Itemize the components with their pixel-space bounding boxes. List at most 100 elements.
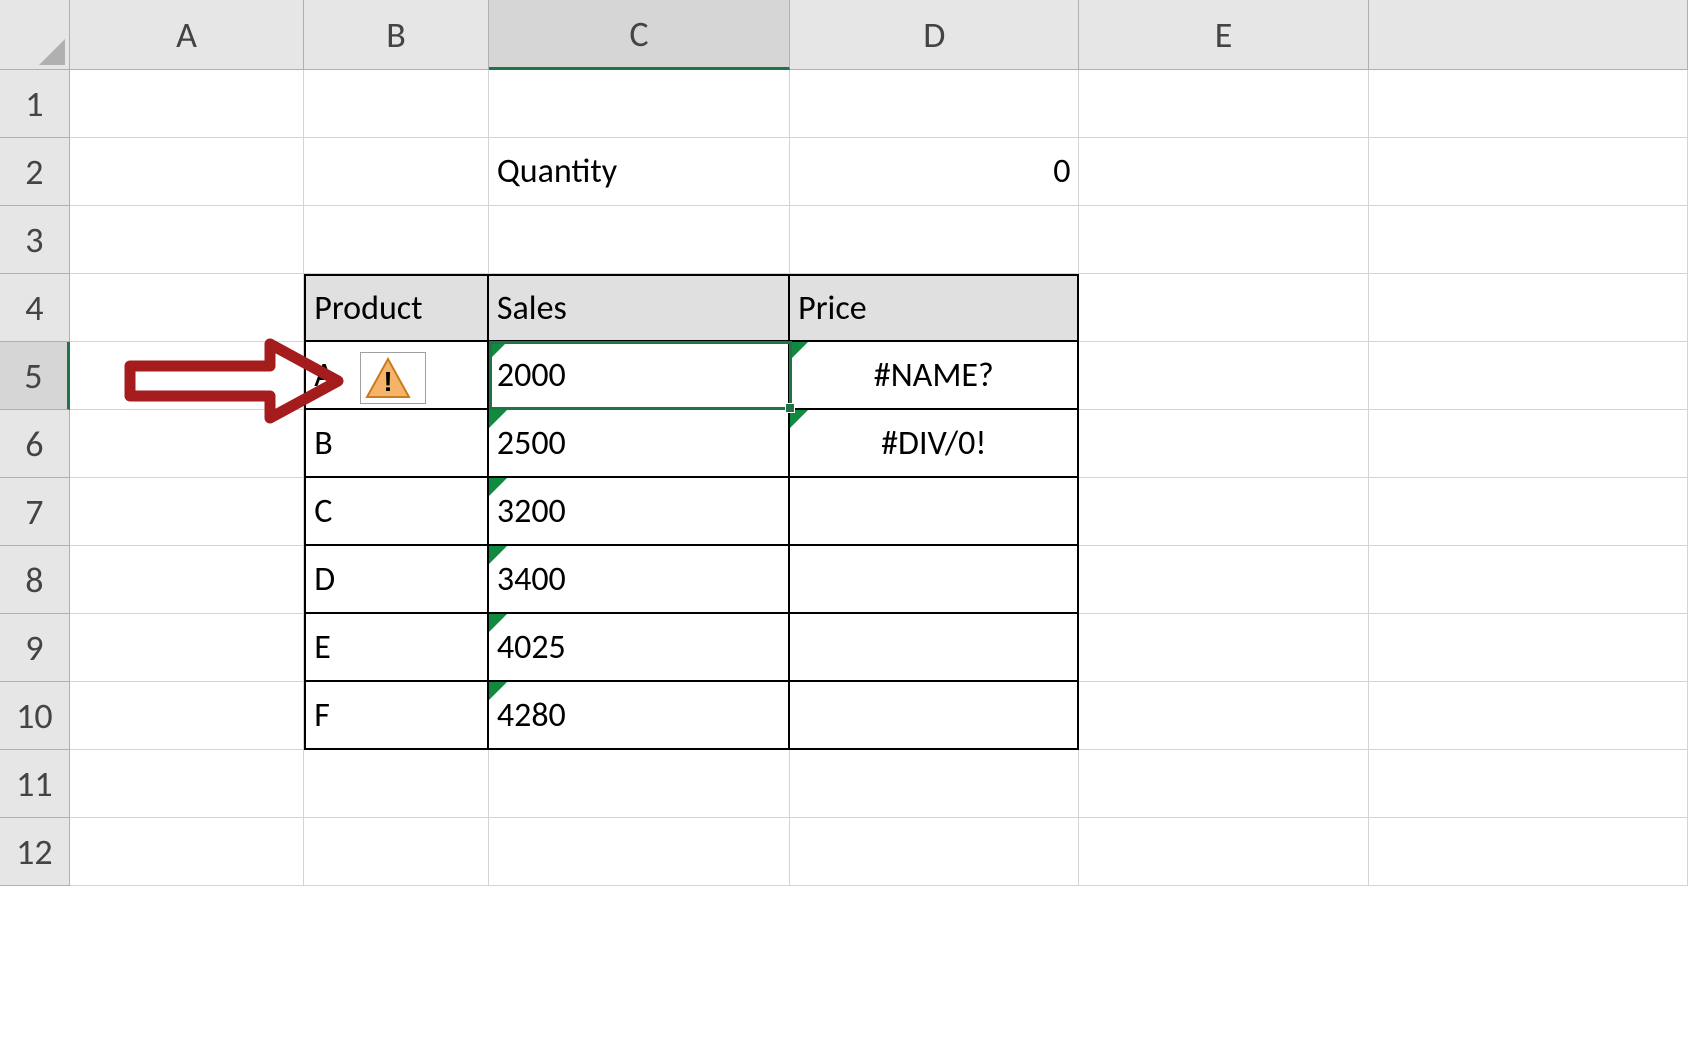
cell-extra-9[interactable] xyxy=(1369,614,1688,682)
cell-D3[interactable] xyxy=(790,206,1079,274)
cell-B2[interactable] xyxy=(304,138,489,206)
row-header-12[interactable]: 12 xyxy=(0,818,70,886)
cell-A2[interactable] xyxy=(70,138,304,206)
col-header-A[interactable]: A xyxy=(70,0,304,70)
cell-E9[interactable] xyxy=(1079,614,1368,682)
cell-E1[interactable] xyxy=(1079,70,1368,138)
cell-E3[interactable] xyxy=(1079,206,1368,274)
cell-C7[interactable]: 3200 xyxy=(489,478,790,546)
cell-value: 3200 xyxy=(497,491,566,532)
row-header-11[interactable]: 11 xyxy=(0,750,70,818)
cell-B8[interactable]: D xyxy=(304,546,489,614)
row-header-6[interactable]: 6 xyxy=(0,410,70,478)
cell-value: D xyxy=(314,559,335,600)
cell-A12[interactable] xyxy=(70,818,304,886)
cell-A1[interactable] xyxy=(70,70,304,138)
row-header-7[interactable]: 7 xyxy=(0,478,70,546)
col-header-B[interactable]: B xyxy=(304,0,489,70)
col-header-C[interactable]: C xyxy=(489,0,790,70)
cell-A9[interactable] xyxy=(70,614,304,682)
cell-E8[interactable] xyxy=(1079,546,1368,614)
cell-E5[interactable] xyxy=(1079,342,1368,410)
cell-A4[interactable] xyxy=(70,274,304,342)
cell-B1[interactable] xyxy=(304,70,489,138)
cell-B4[interactable]: Product xyxy=(304,274,489,342)
cell-extra-10[interactable] xyxy=(1369,682,1688,750)
cell-B10[interactable]: F xyxy=(304,682,489,750)
cell-extra-5[interactable] xyxy=(1369,342,1688,410)
row-header-2[interactable]: 2 xyxy=(0,138,70,206)
cell-B11[interactable] xyxy=(304,750,489,818)
cell-C4[interactable]: Sales xyxy=(489,274,790,342)
cell-E4[interactable] xyxy=(1079,274,1368,342)
cell-B9[interactable]: E xyxy=(304,614,489,682)
cell-C11[interactable] xyxy=(489,750,790,818)
cell-extra-7[interactable] xyxy=(1369,478,1688,546)
cell-C6[interactable]: 2500 xyxy=(489,410,790,478)
cell-D2[interactable]: 0 xyxy=(790,138,1079,206)
cell-D10[interactable] xyxy=(790,682,1079,750)
row-11: 11 xyxy=(0,750,1688,818)
cell-E7[interactable] xyxy=(1079,478,1368,546)
cell-E2[interactable] xyxy=(1079,138,1368,206)
cell-C5[interactable]: 2000 xyxy=(489,342,790,410)
cell-A10[interactable] xyxy=(70,682,304,750)
cell-A3[interactable] xyxy=(70,206,304,274)
cell-C12[interactable] xyxy=(489,818,790,886)
cell-B3[interactable] xyxy=(304,206,489,274)
cell-B6[interactable]: B xyxy=(304,410,489,478)
cell-B12[interactable] xyxy=(304,818,489,886)
cell-extra-8[interactable] xyxy=(1369,546,1688,614)
cell-D9[interactable] xyxy=(790,614,1079,682)
row-header-8[interactable]: 8 xyxy=(0,546,70,614)
cell-C2[interactable]: Quantity xyxy=(489,138,790,206)
cell-A6[interactable] xyxy=(70,410,304,478)
cell-A7[interactable] xyxy=(70,478,304,546)
cell-D6[interactable]: #DIV/0! xyxy=(790,410,1079,478)
col-header-E[interactable]: E xyxy=(1079,0,1368,70)
cell-D7[interactable] xyxy=(790,478,1079,546)
spreadsheet-grid[interactable]: A B C D E 1 2 Quantity 0 3 4 xyxy=(0,0,1688,1063)
col-header-extra[interactable] xyxy=(1369,0,1688,70)
cell-A5[interactable] xyxy=(70,342,304,410)
row-4: 4 Product Sales Price xyxy=(0,274,1688,342)
cell-D4[interactable]: Price xyxy=(790,274,1079,342)
cell-E6[interactable] xyxy=(1079,410,1368,478)
cell-D12[interactable] xyxy=(790,818,1079,886)
cell-C1[interactable] xyxy=(489,70,790,138)
cell-C9[interactable]: 4025 xyxy=(489,614,790,682)
row-7: 7 C 3200 xyxy=(0,478,1688,546)
cell-C3[interactable] xyxy=(489,206,790,274)
row-header-1[interactable]: 1 xyxy=(0,70,70,138)
cell-extra-6[interactable] xyxy=(1369,410,1688,478)
cell-A8[interactable] xyxy=(70,546,304,614)
cell-A11[interactable] xyxy=(70,750,304,818)
error-smart-tag[interactable]: ! xyxy=(360,352,426,404)
cell-E12[interactable] xyxy=(1079,818,1368,886)
cell-extra-3[interactable] xyxy=(1369,206,1688,274)
cell-extra-1[interactable] xyxy=(1369,70,1688,138)
cell-E10[interactable] xyxy=(1079,682,1368,750)
cell-B7[interactable]: C xyxy=(304,478,489,546)
row-header-5[interactable]: 5 xyxy=(0,342,70,410)
cell-D8[interactable] xyxy=(790,546,1079,614)
cell-E11[interactable] xyxy=(1079,750,1368,818)
cell-extra-2[interactable] xyxy=(1369,138,1688,206)
row-header-9[interactable]: 9 xyxy=(0,614,70,682)
select-all-corner[interactable] xyxy=(0,0,70,70)
col-label: C xyxy=(629,12,648,56)
cell-extra-4[interactable] xyxy=(1369,274,1688,342)
cell-extra-11[interactable] xyxy=(1369,750,1688,818)
cell-C8[interactable]: 3400 xyxy=(489,546,790,614)
cell-D11[interactable] xyxy=(790,750,1079,818)
cell-value: 4280 xyxy=(497,695,566,736)
row-header-4[interactable]: 4 xyxy=(0,274,70,342)
cell-C10[interactable]: 4280 xyxy=(489,682,790,750)
cell-extra-12[interactable] xyxy=(1369,818,1688,886)
cell-D1[interactable] xyxy=(790,70,1079,138)
cell-value: 4025 xyxy=(497,627,566,668)
row-header-3[interactable]: 3 xyxy=(0,206,70,274)
col-header-D[interactable]: D xyxy=(790,0,1079,70)
cell-D5[interactable]: #NAME? xyxy=(790,342,1079,410)
row-header-10[interactable]: 10 xyxy=(0,682,70,750)
